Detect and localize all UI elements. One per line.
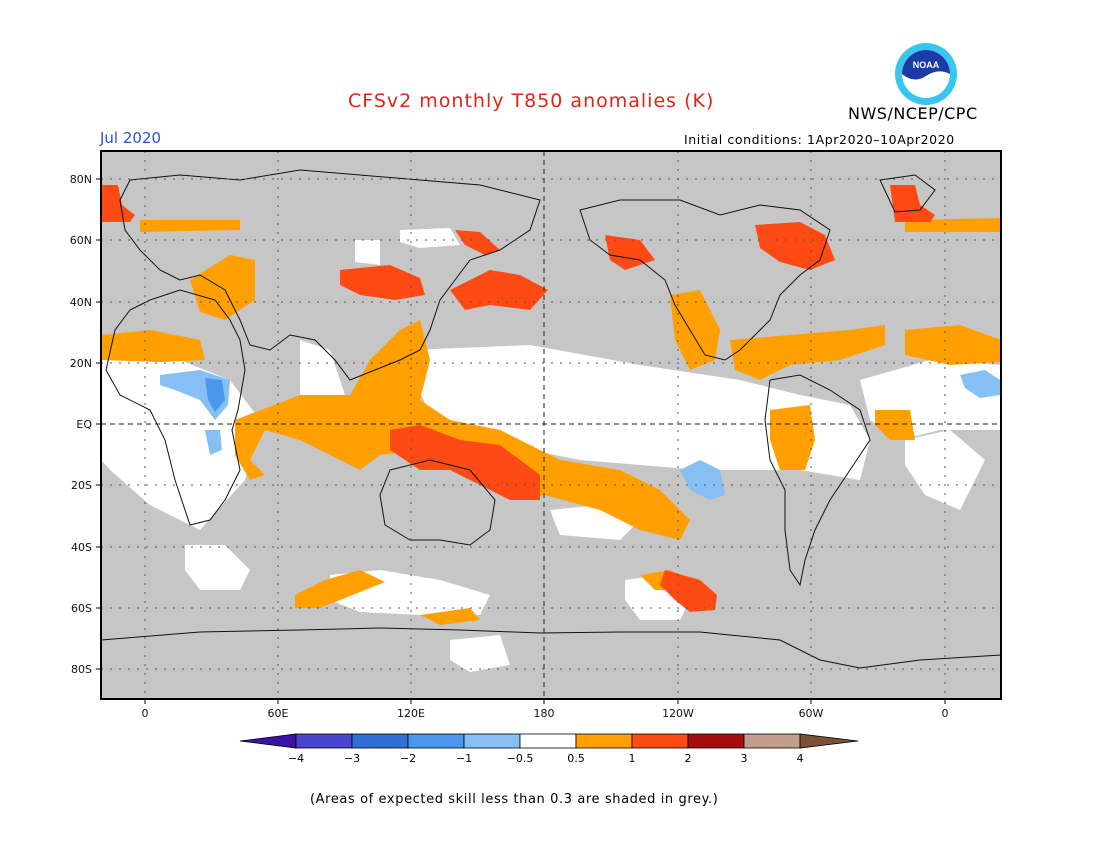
- colorbar-label-minus-4: −4: [287, 752, 305, 765]
- colorbar-label-minus-2: −2: [399, 752, 417, 765]
- colorbar-segment-2: [295, 733, 353, 749]
- colorbar-label-0-5: 0.5: [567, 752, 585, 765]
- forecast-month: Jul 2020: [100, 129, 162, 147]
- lat-lon-grid: [101, 151, 1001, 699]
- map-frame: [100, 150, 1002, 700]
- lon-label-0: 0: [142, 707, 149, 720]
- lat-label-80s: 80S: [71, 663, 92, 676]
- lon-label-60e: 60E: [268, 707, 289, 720]
- colorbar-segment-5: [463, 733, 521, 749]
- colorbar-label-minus-0-5: −0.5: [506, 752, 534, 765]
- lat-label-eq: EQ: [76, 418, 92, 431]
- lat-label-60n: 60N: [70, 234, 92, 247]
- lat-ticks: [96, 178, 101, 670]
- lat-label-40s: 40S: [71, 541, 92, 554]
- lat-label-60s: 60S: [71, 602, 92, 615]
- colorbar: [239, 733, 859, 749]
- colorbar-segment-1: [239, 733, 297, 749]
- colorbar-label-2: 2: [684, 752, 692, 765]
- colorbar-segment-6: [519, 733, 577, 749]
- colorbar-label-4: 4: [796, 752, 804, 765]
- lon-label-120e: 120E: [397, 707, 425, 720]
- noaa-logo: NOAA: [895, 43, 957, 105]
- colorbar-label-3: 3: [740, 752, 748, 765]
- noaa-logo-text: NOAA: [913, 60, 940, 70]
- colorbar-label-minus-3: −3: [343, 752, 361, 765]
- agency-label: NWS/NCEP/CPC: [848, 104, 978, 123]
- moderate-cool-anomaly-areas: [205, 378, 225, 412]
- initial-conditions: Initial conditions: 1Apr2020–10Apr2020: [684, 132, 955, 147]
- strong-warm-anomaly-areas: [101, 185, 935, 612]
- colorbar-segment-10: [743, 733, 801, 749]
- colorbar-segment-9: [687, 733, 745, 749]
- colorbar-label-1: 1: [628, 752, 636, 765]
- colorbar-segment-8: [631, 733, 689, 749]
- lon-ticks: [144, 699, 946, 704]
- lat-label-80n: 80N: [70, 173, 92, 186]
- coastlines: [100, 169, 1002, 669]
- colorbar-segment-11: [799, 733, 859, 749]
- lon-label-120w: 120W: [662, 707, 694, 720]
- colorbar-label-minus-1: −1: [455, 752, 473, 765]
- lat-label-20n: 20N: [70, 357, 92, 370]
- lat-label-20s: 20S: [71, 479, 92, 492]
- colorbar-segment-7: [575, 733, 633, 749]
- skill-footnote: (Areas of expected skill less than 0.3 a…: [310, 792, 719, 807]
- colorbar-segment-3: [351, 733, 409, 749]
- warm-anomaly-areas: [101, 218, 1001, 625]
- lon-label-60w: 60W: [799, 707, 824, 720]
- map-title: CFSv2 monthly T850 anomalies (K): [348, 90, 715, 112]
- lon-label-180: 180: [534, 707, 555, 720]
- lon-label-0-east: 0: [942, 707, 949, 720]
- colorbar-segment-4: [407, 733, 465, 749]
- lat-label-40n: 40N: [70, 296, 92, 309]
